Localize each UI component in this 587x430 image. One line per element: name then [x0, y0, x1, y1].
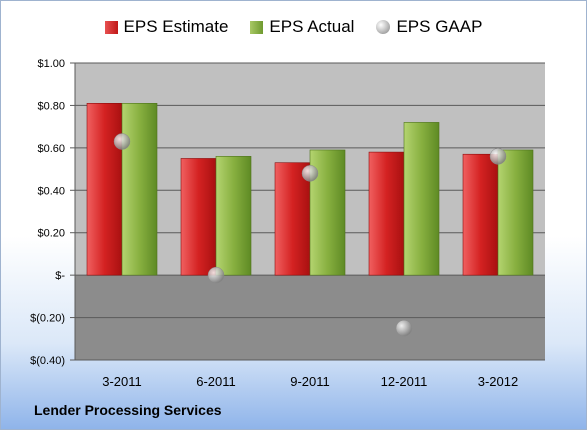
y-tick-label: $0.40 — [37, 185, 65, 197]
legend-item-estimate: EPS Estimate — [104, 17, 229, 37]
bar-eps-estimate — [274, 162, 311, 276]
y-axis-labels: $1.00 $0.80 $0.60 $0.40 $0.20 $- $(0.20) $(0.40… — [30, 58, 65, 367]
point-eps-gaap — [207, 266, 225, 284]
legend-swatch-estimate — [104, 20, 118, 34]
bar-marks — [86, 103, 534, 276]
y-tick-label: $- — [55, 270, 65, 282]
bar-eps-actual — [215, 156, 252, 276]
legend-item-gaap: EPS GAAP — [376, 17, 482, 37]
y-tick-label: $(0.20) — [30, 313, 65, 325]
y-tick-label: $0.20 — [37, 228, 65, 240]
bar-eps-estimate — [86, 103, 123, 276]
legend-label-actual: EPS Actual — [269, 17, 355, 36]
x-category-label: 6-2011 — [196, 374, 236, 389]
legend-swatch-actual — [250, 20, 264, 34]
chart-legend: EPS Estimate EPS Actual EPS GAAP — [1, 17, 586, 37]
company-name: Lender Processing Services — [34, 402, 222, 418]
bar-eps-estimate — [462, 153, 499, 276]
y-tick-label: $1.00 — [37, 58, 65, 70]
x-category-label: 3-2012 — [478, 374, 518, 389]
point-eps-gaap — [301, 165, 319, 182]
point-eps-gaap — [395, 319, 413, 337]
legend-label-estimate: EPS Estimate — [123, 17, 229, 36]
x-category-label: 9-2011 — [290, 374, 330, 389]
bar-eps-actual — [497, 149, 534, 276]
bar-eps-estimate — [368, 151, 405, 276]
legend-label-gaap: EPS GAAP — [396, 17, 483, 36]
point-eps-gaap — [113, 133, 131, 150]
gaap-points — [113, 133, 507, 337]
legend-item-actual: EPS Actual — [250, 17, 354, 37]
point-eps-gaap — [489, 148, 507, 165]
bar-eps-actual — [403, 122, 440, 276]
bar-eps-actual — [121, 103, 158, 276]
x-category-label: 3-2011 — [102, 374, 142, 389]
y-tick-label: $0.60 — [37, 143, 65, 155]
x-category-label: 12-2011 — [381, 374, 428, 389]
bar-eps-estimate — [180, 158, 217, 276]
x-axis-labels: 3-2011 6-2011 9-2011 12-2011 3-2012 — [102, 374, 518, 389]
y-tick-label: $0.80 — [37, 100, 65, 112]
eps-chart: $1.00 $0.80 $0.60 $0.40 $0.20 $- $(0.20) $(0.40… — [30, 58, 545, 389]
y-tick-label: $(0.40) — [30, 355, 65, 367]
legend-swatch-gaap — [376, 20, 391, 34]
